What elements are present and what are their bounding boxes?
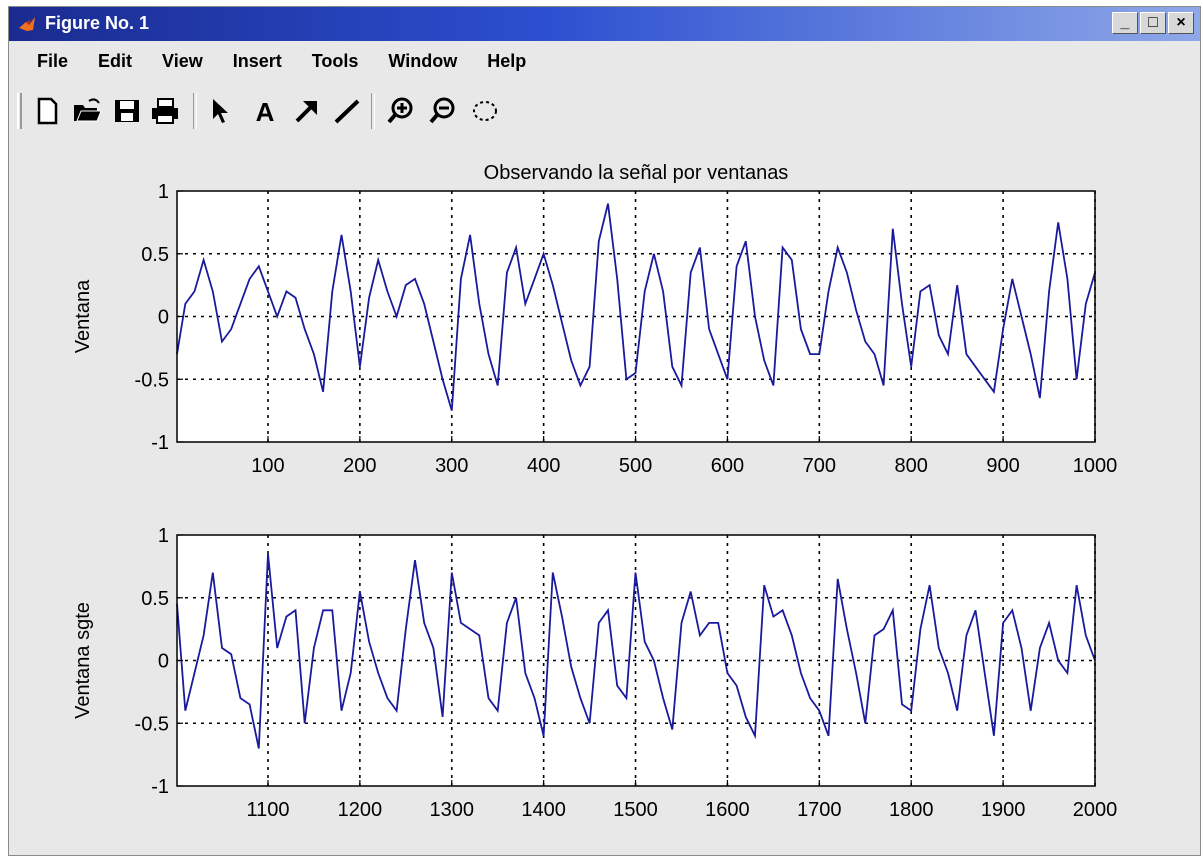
menu-edit[interactable]: Edit: [98, 51, 133, 71]
x-tick-label: 700: [803, 455, 836, 477]
zoom-out-icon[interactable]: [427, 95, 459, 127]
y-tick-label: -0.5: [135, 713, 169, 735]
close-button[interactable]: ×: [1168, 12, 1194, 34]
x-tick-label: 600: [711, 455, 744, 477]
toolbar: A: [9, 91, 1200, 131]
y-tick-label: 0.5: [141, 588, 169, 610]
y-axis-label: Ventana: [72, 279, 94, 353]
line-icon[interactable]: [331, 95, 363, 127]
menu-file[interactable]: File: [37, 51, 69, 71]
new-file-icon[interactable]: [31, 95, 63, 127]
y-tick-label: -1: [151, 432, 169, 454]
print-icon[interactable]: [149, 95, 181, 127]
toolbar-grip[interactable]: [17, 93, 22, 129]
chart-title: Observando la señal por ventanas: [484, 162, 789, 184]
y-tick-label: 1: [158, 181, 169, 203]
y-tick-label: -0.5: [135, 369, 169, 391]
x-tick-label: 1500: [613, 799, 658, 821]
x-tick-label: 800: [895, 455, 928, 477]
menu-insert[interactable]: Insert: [232, 51, 282, 71]
x-tick-label: 1800: [889, 799, 934, 821]
x-tick-label: 300: [435, 455, 468, 477]
minimize-button[interactable]: _: [1112, 12, 1138, 34]
x-tick-label: 500: [619, 455, 652, 477]
x-tick-label: 1900: [981, 799, 1026, 821]
arrow-select-icon[interactable]: [205, 95, 237, 127]
figure-window: Figure No. 1 _ □ × File Edit View Insert…: [8, 6, 1201, 856]
title-bar[interactable]: Figure No. 1 _ □ ×: [9, 7, 1200, 41]
zoom-in-icon[interactable]: [385, 95, 417, 127]
menu-help[interactable]: Help: [487, 51, 527, 71]
maximize-button[interactable]: □: [1140, 12, 1166, 34]
y-tick-label: 0.5: [141, 244, 169, 266]
signal-line-1: [176, 203, 1096, 411]
open-folder-icon[interactable]: [71, 95, 103, 127]
x-tick-label: 2000: [1073, 799, 1118, 821]
x-tick-label: 1400: [521, 799, 566, 821]
x-tick-label: 1000: [1073, 455, 1118, 477]
x-tick-label: 900: [986, 455, 1019, 477]
y-axis-label: Ventana sgte: [72, 602, 94, 719]
svg-text:A: A: [256, 97, 275, 127]
text-icon[interactable]: A: [249, 95, 281, 127]
x-tick-label: 1200: [338, 799, 383, 821]
menu-bar: File Edit View Insert Tools Window Help: [9, 47, 538, 75]
matlab-logo-icon: [19, 17, 35, 31]
x-tick-label: 200: [343, 455, 376, 477]
x-tick-label: 100: [251, 455, 284, 477]
rotate-icon[interactable]: [469, 95, 501, 127]
figure-plot-area: 100 200 300 400 500 600 700 800 900 1000 -1 -0.5 0 0.…: [72, 162, 1118, 821]
signal-line-2: [176, 553, 1096, 749]
x-tick-label: 1100: [246, 799, 289, 821]
x-tick-label: 400: [527, 455, 560, 477]
menu-window[interactable]: Window: [388, 51, 458, 71]
y-tick-label: -1: [151, 776, 169, 798]
arrow-icon[interactable]: [291, 95, 323, 127]
x-tick-label: 1700: [797, 799, 842, 821]
menu-view[interactable]: View: [162, 51, 203, 71]
x-tick-label: 1600: [705, 799, 750, 821]
x-tick-label: 1300: [430, 799, 475, 821]
toolbar-separator: [371, 93, 375, 129]
y-tick-label: 1: [158, 525, 169, 547]
y-tick-label: 0: [158, 651, 169, 673]
save-icon[interactable]: [111, 95, 143, 127]
y-tick-label: 0: [158, 307, 169, 329]
menu-tools[interactable]: Tools: [311, 51, 359, 71]
toolbar-separator: [193, 93, 197, 129]
window-title: Figure No. 1: [45, 13, 150, 33]
